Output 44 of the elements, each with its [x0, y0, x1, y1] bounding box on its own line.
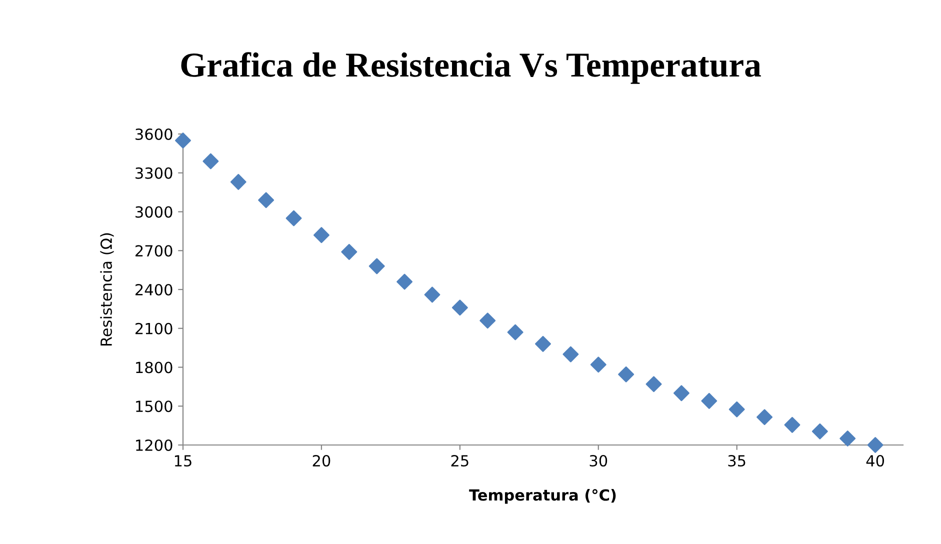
y-tick-label: 2700 — [136, 245, 172, 257]
point — [480, 312, 496, 329]
point — [618, 366, 634, 382]
point — [368, 258, 385, 274]
y-tick-label: 1500 — [136, 400, 172, 412]
y-tick-label: 2400 — [136, 284, 172, 296]
point — [673, 385, 690, 402]
point — [646, 376, 662, 392]
point — [590, 356, 606, 373]
point — [728, 401, 745, 418]
x-axis-title: Temperatura (°C) — [469, 488, 616, 504]
point — [313, 227, 330, 244]
point — [396, 274, 413, 290]
point — [202, 153, 219, 170]
y-tick-label: 3600 — [136, 128, 172, 140]
y-tick-label: 1800 — [136, 362, 172, 374]
y-tick-label: 1200 — [136, 439, 172, 452]
point — [840, 430, 856, 446]
point — [535, 336, 551, 352]
point — [175, 132, 191, 148]
x-tick-label: 25 — [451, 454, 468, 467]
x-tick-label: 15 — [174, 455, 192, 467]
x-tick-label: 20 — [312, 454, 330, 467]
point — [812, 423, 828, 440]
point — [562, 346, 579, 362]
point — [867, 437, 884, 453]
y-tick-label: 3300 — [136, 167, 172, 179]
point — [424, 286, 440, 303]
point — [341, 244, 358, 260]
x-tick-label: 30 — [590, 454, 608, 467]
x-tick-label: 35 — [728, 454, 746, 467]
point — [452, 300, 468, 316]
point — [701, 392, 718, 409]
x-tick-label: 40 — [866, 454, 884, 467]
point — [507, 324, 524, 340]
point — [756, 409, 773, 426]
y-axis-title: Resistencia (Ω) — [100, 233, 114, 346]
point — [230, 174, 246, 190]
point — [286, 210, 302, 226]
y-tick-label: 3000 — [136, 206, 172, 218]
y-tick-label: 2100 — [136, 322, 172, 334]
point — [784, 416, 800, 433]
chart-title: Grafica de Resistencia Vs Temperatura — [181, 52, 761, 84]
point — [258, 192, 274, 208]
